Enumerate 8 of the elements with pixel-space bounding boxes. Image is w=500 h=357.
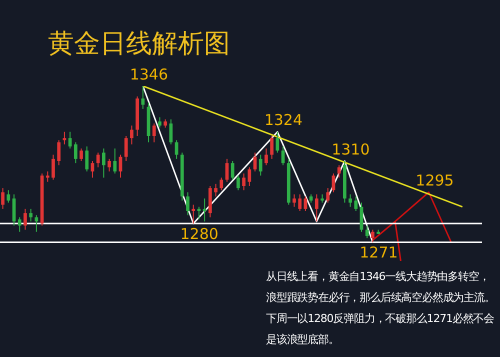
data-label: 1295: [416, 172, 454, 190]
data-label: 1310: [332, 140, 370, 158]
text: 从日线上看，黄金自1346一线大趋势由多转空，浪型跟跌势在必行，那么后续高空必然成为主流。下周一以1280反弹阻力，不破那么1271必然不会是该浪型底部。: [266, 266, 496, 350]
data-label: 1280: [180, 224, 218, 243]
chart-title: 黄金日线解析图: [48, 28, 230, 61]
data-label: 1346: [130, 65, 168, 84]
data-label: 1324: [264, 111, 303, 130]
data-label: 1271: [360, 244, 398, 262]
